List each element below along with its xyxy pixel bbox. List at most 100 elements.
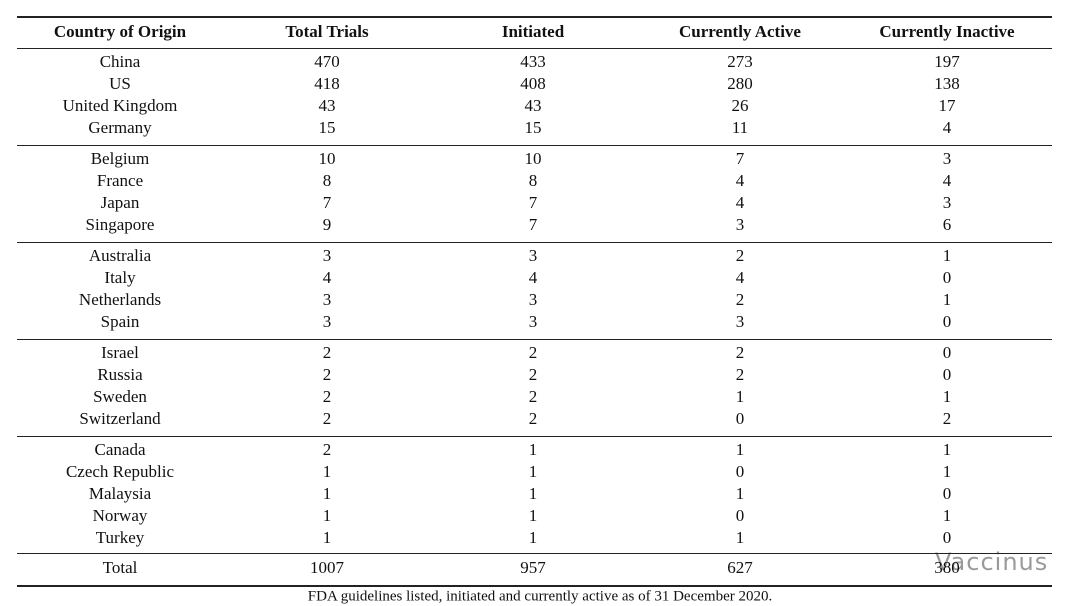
number-cell: 273 [727, 52, 753, 71]
number-cell: 15 [318, 118, 336, 137]
column-header: Currently Active [679, 22, 801, 41]
column-header: Initiated [501, 22, 565, 41]
number-cell: 4 [942, 171, 952, 190]
country-cell: Canada [94, 440, 146, 459]
number-cell: 0 [735, 409, 745, 428]
total-cell: 957 [520, 558, 546, 577]
number-cell: 1 [735, 440, 745, 459]
number-cell: 0 [942, 268, 952, 287]
number-cell: 138 [934, 74, 960, 93]
number-cell: 0 [735, 462, 745, 481]
country-cell: Norway [92, 506, 148, 525]
number-cell: 8 [528, 171, 538, 190]
number-cell: 1 [942, 387, 952, 406]
number-cell: 4 [735, 171, 745, 190]
column-header: Total Trials [285, 22, 369, 41]
number-cell: 1 [942, 440, 952, 459]
number-cell: 7 [528, 215, 538, 234]
number-cell: 3 [322, 312, 332, 331]
country-cell: Israel [101, 343, 139, 362]
number-cell: 1 [528, 462, 538, 481]
country-cell: Turkey [95, 528, 145, 547]
watermark: Vaccinus [935, 548, 1049, 576]
number-cell: 15 [524, 118, 542, 137]
number-cell: 2 [528, 409, 538, 428]
number-cell: 0 [942, 343, 952, 362]
number-cell: 0 [942, 484, 952, 503]
number-cell: 3 [735, 215, 745, 234]
total-cell: 380 [934, 558, 960, 577]
country-cell: Malaysia [88, 484, 152, 503]
number-cell: 17 [938, 96, 956, 115]
number-cell: 0 [942, 528, 952, 547]
country-cell: Singapore [85, 215, 155, 234]
number-cell: 9 [322, 215, 332, 234]
number-cell: 4 [735, 193, 745, 212]
number-cell: 10 [524, 149, 542, 168]
number-cell: 4 [322, 268, 332, 287]
country-cell: Australia [88, 246, 152, 265]
country-cell: France [96, 171, 144, 190]
number-cell: 3 [322, 290, 332, 309]
number-cell: 1 [528, 506, 538, 525]
country-cell: China [99, 52, 141, 71]
number-cell: 4 [528, 268, 538, 287]
number-cell: 43 [524, 96, 542, 115]
table-rule [17, 16, 1052, 18]
number-cell: 2 [735, 365, 745, 384]
number-cell: 26 [731, 96, 749, 115]
number-cell: 43 [318, 96, 336, 115]
country-cell: Japan [100, 193, 140, 212]
table-rule [17, 339, 1052, 340]
number-cell: 418 [314, 74, 340, 93]
number-cell: 2 [528, 365, 538, 384]
number-cell: 2 [322, 440, 332, 459]
number-cell: 3 [528, 246, 538, 265]
number-cell: 2 [735, 343, 745, 362]
caption: FDA guidelines listed, initiated and cur… [307, 588, 773, 605]
country-cell: United Kingdom [62, 96, 178, 115]
number-cell: 1 [735, 387, 745, 406]
number-cell: 6 [942, 215, 952, 234]
column-header: Currently Inactive [879, 22, 1015, 41]
total-cell: 627 [727, 558, 753, 577]
number-cell: 1 [942, 290, 952, 309]
number-cell: 2 [322, 387, 332, 406]
number-cell: 1 [322, 506, 332, 525]
number-cell: 7 [735, 149, 745, 168]
country-cell: Russia [97, 365, 143, 384]
number-cell: 0 [942, 365, 952, 384]
number-cell: 2 [322, 409, 332, 428]
number-cell: 3 [735, 312, 745, 331]
number-cell: 1 [528, 528, 538, 547]
column-header: Country of Origin [53, 22, 187, 41]
country-cell: Belgium [90, 149, 150, 168]
country-cell: Germany [88, 118, 152, 137]
table-rule [17, 585, 1052, 587]
number-cell: 2 [528, 387, 538, 406]
number-cell: 1 [942, 462, 952, 481]
number-cell: 3 [322, 246, 332, 265]
country-cell: Italy [104, 268, 136, 287]
number-cell: 1 [322, 462, 332, 481]
number-cell: 0 [942, 312, 952, 331]
number-cell: 197 [934, 52, 960, 71]
total-cell: Total [102, 558, 138, 577]
number-cell: 408 [520, 74, 546, 93]
number-cell: 3 [942, 193, 952, 212]
total-cell: 1007 [310, 558, 344, 577]
number-cell: 8 [322, 171, 332, 190]
number-cell: 11 [731, 118, 749, 137]
number-cell: 2 [322, 343, 332, 362]
table-rule [17, 436, 1052, 437]
number-cell: 1 [735, 484, 745, 503]
number-cell: 0 [735, 506, 745, 525]
table-rule [17, 48, 1052, 49]
number-cell: 1 [528, 484, 538, 503]
number-cell: 2 [942, 409, 952, 428]
number-cell: 3 [942, 149, 952, 168]
number-cell: 4 [735, 268, 745, 287]
number-cell: 10 [318, 149, 336, 168]
number-cell: 2 [735, 290, 745, 309]
number-cell: 1 [528, 440, 538, 459]
